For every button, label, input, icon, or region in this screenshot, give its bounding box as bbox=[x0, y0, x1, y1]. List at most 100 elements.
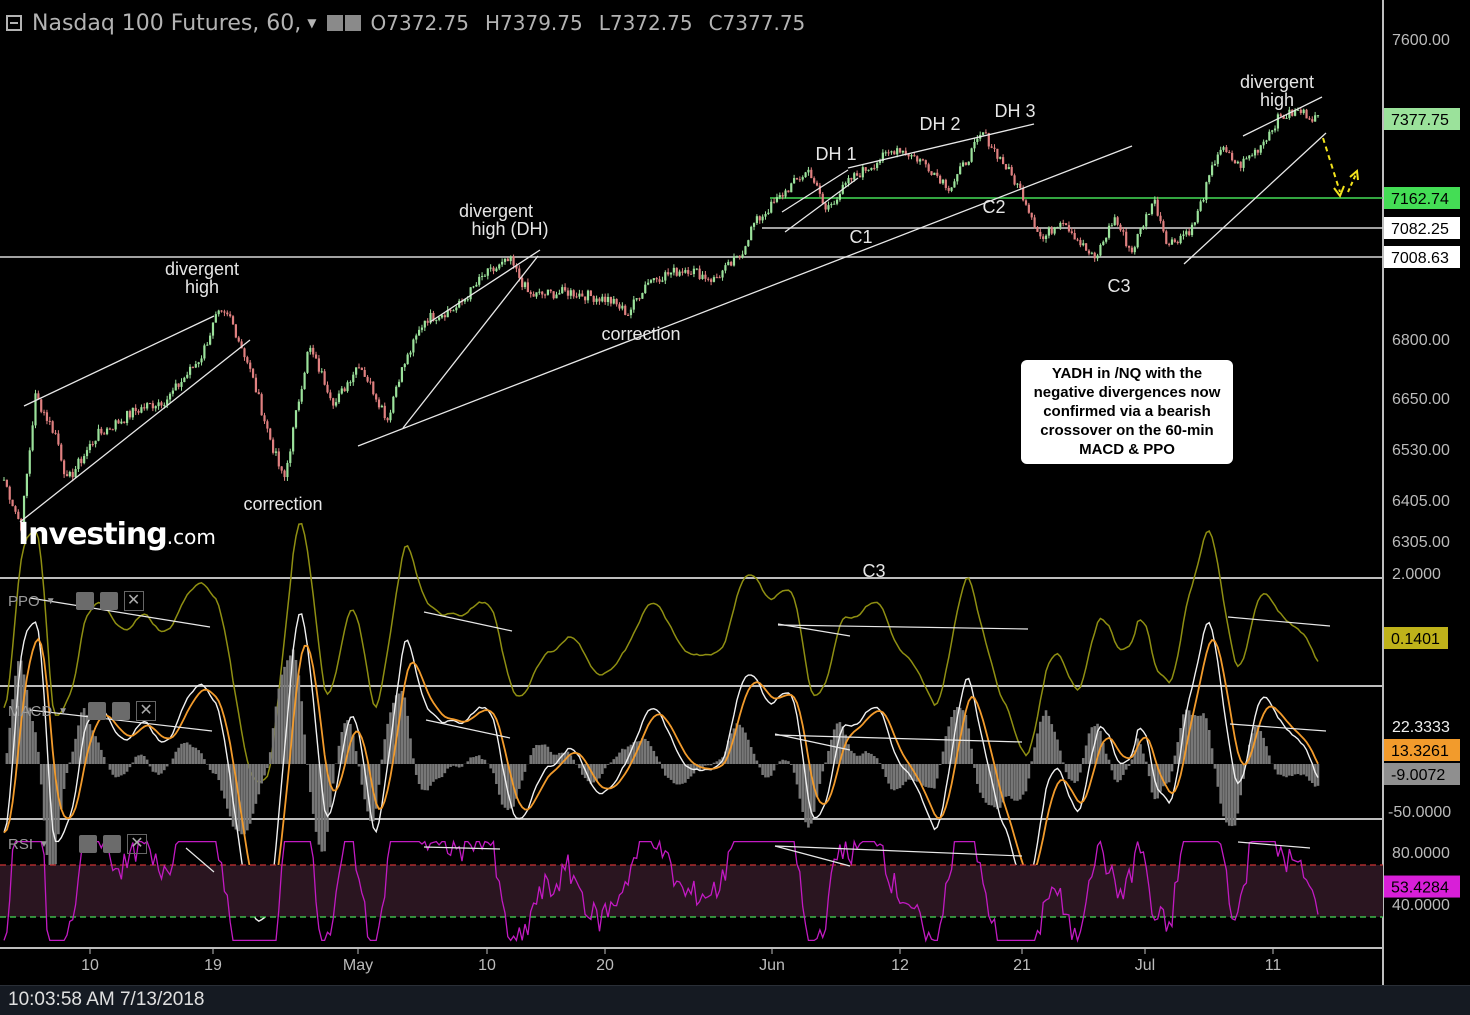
candle-body bbox=[329, 392, 332, 399]
gear-icon[interactable] bbox=[344, 15, 361, 31]
time-tick-label: Jul bbox=[1135, 957, 1155, 974]
candle-body bbox=[452, 310, 455, 312]
close-icon[interactable]: ✕ bbox=[136, 701, 157, 721]
candle-body bbox=[266, 421, 269, 429]
chevron-down-icon[interactable]: ▼ bbox=[307, 16, 317, 30]
eye-icon[interactable] bbox=[78, 835, 97, 853]
candle-body bbox=[25, 473, 29, 496]
candle-body bbox=[1001, 157, 1005, 165]
candle-body bbox=[1239, 161, 1242, 168]
candle-body bbox=[701, 274, 704, 279]
candle-body bbox=[466, 299, 469, 301]
candle-body bbox=[864, 167, 867, 171]
candle-body bbox=[83, 456, 86, 464]
candle-body bbox=[337, 393, 341, 403]
chevron-down-icon[interactable]: ▼ bbox=[58, 705, 69, 717]
candle-body bbox=[976, 138, 979, 142]
candle-body bbox=[1042, 236, 1045, 240]
candle-body bbox=[1004, 164, 1008, 170]
candle-body bbox=[1064, 223, 1068, 226]
rsi-value-bg bbox=[1384, 875, 1460, 898]
candle-body bbox=[231, 316, 235, 325]
candle-body bbox=[632, 299, 635, 310]
eye-icon[interactable] bbox=[75, 592, 94, 610]
divergence-line bbox=[1237, 841, 1311, 849]
candle-body bbox=[709, 279, 713, 282]
candle-body bbox=[423, 320, 426, 328]
candle-body bbox=[260, 394, 263, 416]
candle-body bbox=[506, 258, 509, 262]
candle-body bbox=[157, 402, 160, 407]
candle-body bbox=[289, 451, 292, 463]
candle-body bbox=[609, 296, 613, 304]
candle-body bbox=[1236, 161, 1239, 164]
candle-body bbox=[615, 298, 618, 305]
candle-body bbox=[386, 418, 389, 421]
candle-body bbox=[921, 159, 925, 161]
candle-body bbox=[933, 172, 936, 175]
gear-icon[interactable] bbox=[99, 592, 118, 610]
candle-body bbox=[818, 185, 821, 194]
candle-body bbox=[1242, 158, 1245, 168]
gear-icon[interactable] bbox=[102, 835, 121, 853]
ppo-tick-label: 2.0000 bbox=[1392, 566, 1441, 583]
candle-body bbox=[959, 166, 962, 175]
candle-body bbox=[867, 169, 870, 171]
candle-body bbox=[163, 404, 166, 406]
candle-body bbox=[1013, 175, 1016, 185]
collapse-icon[interactable] bbox=[6, 15, 22, 31]
time-tick-label: 19 bbox=[204, 957, 222, 974]
eye-icon[interactable] bbox=[88, 702, 107, 720]
eye-icon[interactable] bbox=[326, 15, 343, 31]
candle-body bbox=[735, 255, 738, 257]
candle-body bbox=[51, 421, 54, 433]
candle-body bbox=[1156, 199, 1159, 216]
candle-body bbox=[664, 272, 667, 281]
candle-body bbox=[1133, 247, 1136, 253]
chevron-down-icon[interactable]: ▼ bbox=[39, 838, 49, 850]
ppo-label[interactable]: PPO bbox=[8, 592, 40, 610]
gear-icon[interactable] bbox=[112, 702, 131, 720]
candle-body bbox=[870, 167, 873, 170]
candle-body bbox=[352, 374, 355, 383]
candle-body bbox=[503, 258, 507, 262]
candle-body bbox=[853, 173, 856, 180]
candle-body bbox=[1282, 116, 1285, 119]
candle-body bbox=[188, 366, 192, 375]
price-label: 7008.63 bbox=[1391, 250, 1449, 267]
candle-body bbox=[249, 362, 252, 369]
candle-body bbox=[186, 374, 189, 378]
price-label: 7377.75 bbox=[1391, 112, 1449, 129]
candle-body bbox=[727, 261, 730, 266]
candle-body bbox=[775, 197, 779, 202]
chevron-down-icon[interactable]: ▼ bbox=[45, 595, 56, 607]
candle-body bbox=[237, 337, 240, 342]
signal-value-bg bbox=[1384, 739, 1460, 761]
candle-body bbox=[1176, 241, 1179, 244]
candle-body bbox=[312, 347, 315, 355]
candle-body bbox=[128, 411, 132, 418]
candle-body bbox=[211, 322, 215, 336]
candle-body bbox=[197, 362, 200, 365]
candle-body bbox=[1196, 210, 1199, 223]
candle-body bbox=[876, 162, 879, 168]
price-axis: 7600.00 6800.00 6650.00 6530.00 6405.00 6305.… bbox=[1384, 32, 1460, 914]
candle-body bbox=[1210, 165, 1214, 176]
candle-body bbox=[314, 354, 318, 359]
candle-body bbox=[234, 324, 237, 338]
close-icon[interactable]: ✕ bbox=[123, 591, 144, 611]
candle-body bbox=[961, 162, 965, 167]
candle-body bbox=[1279, 114, 1282, 117]
candle-body bbox=[658, 279, 661, 282]
annotation-label: divergent bbox=[165, 259, 239, 279]
candle-body bbox=[57, 433, 60, 445]
rsi-label[interactable]: RSI bbox=[8, 835, 34, 853]
candle-body bbox=[1259, 145, 1262, 153]
symbol-title[interactable]: Nasdaq 100 Futures, 60, bbox=[32, 10, 302, 36]
macd-label[interactable]: MACD bbox=[8, 702, 53, 720]
candle-body bbox=[1047, 227, 1051, 236]
candle-body bbox=[306, 351, 309, 373]
candle-body bbox=[1145, 214, 1148, 227]
candle-body bbox=[1039, 231, 1042, 237]
close-icon[interactable]: ✕ bbox=[126, 834, 147, 854]
